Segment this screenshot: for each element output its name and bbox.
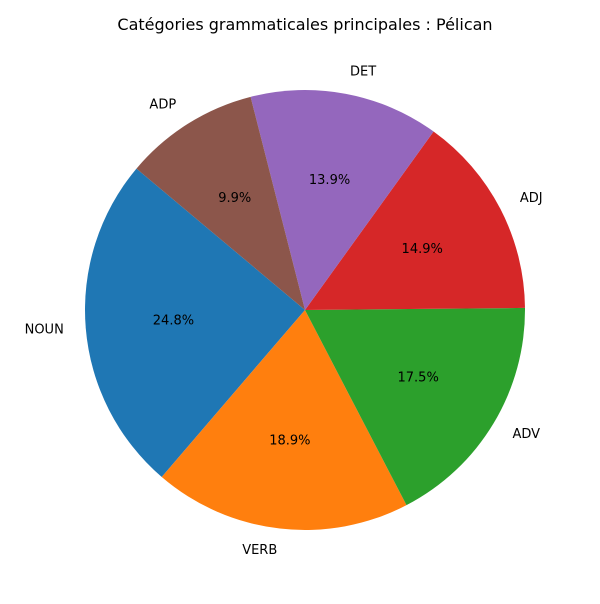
pie-slice-adp	[136, 96, 305, 310]
percent-label-noun: 24.8%	[153, 313, 194, 328]
category-label-adj: ADJ	[520, 191, 543, 206]
pie-slice-verb	[161, 310, 407, 530]
percentage-labels: 24.8% 18.9% 17.5% 14.9% 13.9% 9.9%	[153, 173, 443, 449]
pie-slice-adj	[305, 131, 525, 310]
pie-slice-adv	[305, 307, 525, 506]
percent-label-det: 13.9%	[309, 173, 350, 188]
category-label-verb: VERB	[242, 543, 277, 558]
pie-slice-noun	[85, 168, 306, 477]
percent-label-adj: 14.9%	[402, 242, 443, 257]
chart-title: Catégories grammaticales principales : P…	[117, 15, 492, 34]
pie-slices	[85, 90, 525, 530]
percent-label-verb: 18.9%	[269, 434, 310, 449]
category-labels: NOUN VERB ADV ADJ DET ADP	[25, 65, 543, 558]
category-label-adp: ADP	[149, 98, 176, 113]
category-label-adv: ADV	[512, 427, 540, 442]
percent-label-adp: 9.9%	[218, 191, 251, 206]
pie-slice-det	[250, 90, 434, 310]
category-label-noun: NOUN	[25, 322, 64, 337]
percent-label-adv: 17.5%	[398, 370, 439, 385]
category-label-det: DET	[350, 65, 376, 80]
